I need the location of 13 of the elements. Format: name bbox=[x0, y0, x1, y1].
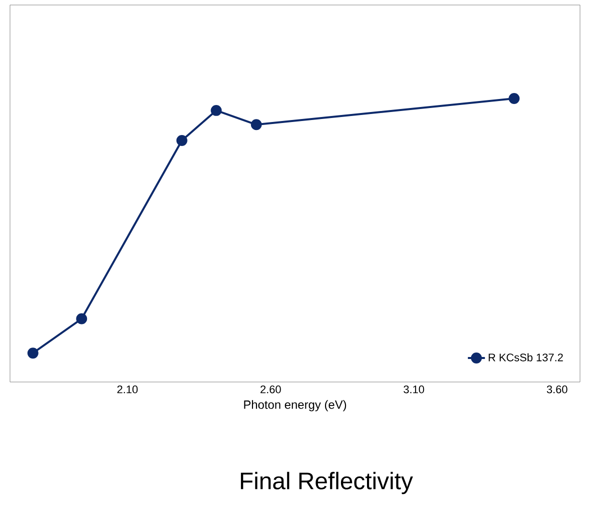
point bbox=[508, 93, 520, 104]
legend-label: R KCsSb 137.2 bbox=[488, 353, 563, 362]
text: Final Reflectivity bbox=[240, 472, 413, 494]
point bbox=[250, 119, 262, 130]
x-tick-label: 3.10 bbox=[404, 386, 424, 394]
x-axis-title: Photon energy (eV) bbox=[244, 400, 346, 412]
point bbox=[27, 348, 38, 359]
point bbox=[210, 104, 222, 116]
x-tick-label: 3.60 bbox=[546, 386, 568, 394]
x-tick-label: 2.10 bbox=[117, 386, 138, 394]
point bbox=[76, 313, 88, 324]
point bbox=[176, 135, 188, 146]
x-tick-label: 2.60 bbox=[260, 386, 281, 394]
